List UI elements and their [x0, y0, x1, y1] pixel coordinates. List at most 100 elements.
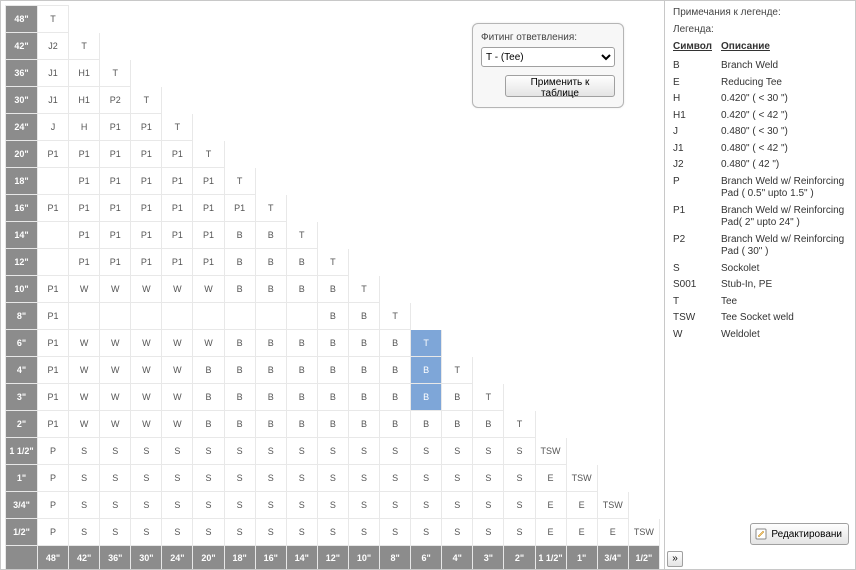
cell[interactable] [255, 303, 286, 330]
cell[interactable] [38, 249, 69, 276]
cell[interactable]: P1 [69, 141, 100, 168]
cell[interactable]: S [411, 492, 442, 519]
cell[interactable]: P1 [38, 357, 69, 384]
cell[interactable]: P1 [162, 141, 193, 168]
cell[interactable] [38, 222, 69, 249]
cell[interactable]: B [411, 357, 442, 384]
cell[interactable]: T [100, 60, 131, 87]
cell[interactable]: S [131, 465, 162, 492]
cell[interactable]: S [317, 492, 348, 519]
cell[interactable] [69, 303, 100, 330]
cell[interactable]: W [69, 384, 100, 411]
cell[interactable]: B [255, 330, 286, 357]
cell[interactable]: W [162, 330, 193, 357]
cell[interactable]: H1 [69, 87, 100, 114]
edit-button[interactable]: Редактировани [750, 523, 849, 545]
cell[interactable]: B [255, 222, 286, 249]
cell[interactable]: P [38, 465, 69, 492]
cell[interactable]: S [193, 438, 224, 465]
cell[interactable]: S [348, 519, 379, 546]
cell[interactable]: B [255, 357, 286, 384]
cell[interactable]: T [193, 141, 224, 168]
cell[interactable]: B [286, 330, 317, 357]
cell[interactable]: S [131, 519, 162, 546]
cell[interactable] [193, 303, 224, 330]
cell[interactable]: J1 [38, 87, 69, 114]
cell[interactable]: P1 [131, 168, 162, 195]
cell[interactable]: S [255, 465, 286, 492]
cell[interactable]: S [255, 519, 286, 546]
cell[interactable]: P1 [131, 249, 162, 276]
cell[interactable]: S [69, 438, 100, 465]
cell[interactable]: W [69, 276, 100, 303]
cell[interactable]: S [69, 465, 100, 492]
cell[interactable] [162, 303, 193, 330]
cell[interactable]: S [504, 492, 535, 519]
cell[interactable]: E [535, 519, 566, 546]
cell[interactable]: B [411, 411, 442, 438]
cell[interactable]: E [566, 519, 597, 546]
cell[interactable]: P2 [100, 87, 131, 114]
cell[interactable]: P1 [100, 141, 131, 168]
cell[interactable]: S [286, 438, 317, 465]
cell[interactable]: P1 [38, 195, 69, 222]
cell[interactable]: S [473, 492, 504, 519]
cell[interactable]: E [535, 465, 566, 492]
cell[interactable]: W [162, 384, 193, 411]
cell[interactable]: S [442, 519, 473, 546]
cell[interactable]: TSW [566, 465, 597, 492]
cell[interactable]: B [348, 384, 379, 411]
cell[interactable]: B [286, 357, 317, 384]
cell[interactable]: S [286, 492, 317, 519]
cell[interactable]: J2 [38, 33, 69, 60]
cell[interactable]: S [224, 492, 255, 519]
cell[interactable]: S [131, 492, 162, 519]
cell[interactable]: T [317, 249, 348, 276]
cell[interactable]: S [473, 519, 504, 546]
cell[interactable]: P1 [100, 195, 131, 222]
cell[interactable]: B [317, 330, 348, 357]
cell[interactable]: B [224, 330, 255, 357]
cell[interactable]: S [100, 519, 131, 546]
cell[interactable]: B [224, 276, 255, 303]
cell[interactable]: S [442, 438, 473, 465]
cell[interactable]: S [504, 519, 535, 546]
cell[interactable]: S [193, 492, 224, 519]
cell[interactable] [100, 303, 131, 330]
cell[interactable]: B [255, 249, 286, 276]
cell[interactable]: S [380, 492, 411, 519]
cell[interactable]: P1 [193, 168, 224, 195]
cell[interactable]: S [286, 519, 317, 546]
cell[interactable]: W [100, 384, 131, 411]
collapse-button[interactable]: » [667, 551, 683, 567]
cell[interactable]: T [38, 6, 69, 33]
cell[interactable]: W [162, 411, 193, 438]
cell[interactable]: B [442, 411, 473, 438]
cell[interactable]: P1 [100, 222, 131, 249]
cell[interactable]: P1 [38, 411, 69, 438]
cell[interactable]: B [286, 249, 317, 276]
cell[interactable]: P [38, 492, 69, 519]
cell[interactable]: B [224, 411, 255, 438]
cell[interactable]: P1 [131, 222, 162, 249]
cell[interactable]: S [162, 438, 193, 465]
cell[interactable]: P1 [69, 222, 100, 249]
cell[interactable]: P1 [38, 330, 69, 357]
cell[interactable]: S [504, 465, 535, 492]
cell[interactable]: TSW [628, 519, 659, 546]
cell[interactable]: S [380, 438, 411, 465]
cell[interactable]: T [69, 33, 100, 60]
cell[interactable]: S [286, 465, 317, 492]
cell[interactable]: B [193, 411, 224, 438]
cell[interactable]: T [380, 303, 411, 330]
cell[interactable]: S [100, 465, 131, 492]
cell[interactable]: P1 [69, 195, 100, 222]
cell[interactable]: B [317, 276, 348, 303]
cell[interactable]: S [317, 465, 348, 492]
cell[interactable]: B [348, 330, 379, 357]
cell[interactable]: W [100, 357, 131, 384]
fitting-select[interactable]: T - (Tee) [481, 47, 615, 67]
cell[interactable]: J [38, 114, 69, 141]
cell[interactable]: S [100, 438, 131, 465]
cell[interactable]: T [162, 114, 193, 141]
